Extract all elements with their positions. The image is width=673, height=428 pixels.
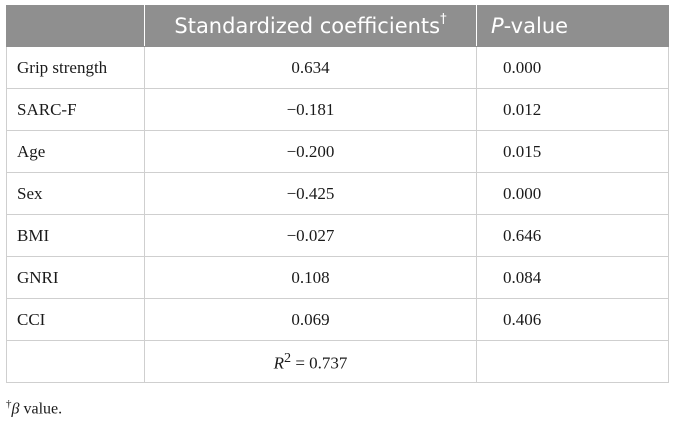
header-empty bbox=[6, 5, 145, 47]
table-row: Sex −0.425 0.000 bbox=[6, 172, 669, 215]
r2-empty-cell bbox=[6, 340, 145, 383]
row-p: 0.406 bbox=[476, 298, 669, 341]
header-standardized-coefficients: Standardized coefficients† bbox=[144, 5, 477, 47]
header-p-italic: P bbox=[491, 14, 504, 38]
r2-exponent: 2 bbox=[283, 349, 292, 366]
row-coef: −0.181 bbox=[144, 88, 477, 131]
row-label: BMI bbox=[6, 214, 145, 257]
row-coef: −0.027 bbox=[144, 214, 477, 257]
header-p-rest: -value bbox=[503, 14, 569, 38]
row-p: 0.000 bbox=[476, 172, 669, 215]
dagger-mark: † bbox=[440, 12, 447, 27]
row-p: 0.012 bbox=[476, 88, 669, 131]
footnote-beta: β bbox=[11, 400, 20, 418]
table-row: SARC-F −0.181 0.012 bbox=[6, 88, 669, 131]
table-row: Age −0.200 0.015 bbox=[6, 130, 669, 173]
footnote-text: value. bbox=[19, 400, 63, 418]
row-p: 0.015 bbox=[476, 130, 669, 173]
header-row: Standardized coefficients† P-value bbox=[6, 5, 669, 47]
table-row: CCI 0.069 0.406 bbox=[6, 298, 669, 341]
row-label: CCI bbox=[6, 298, 145, 341]
row-p: 0.000 bbox=[476, 46, 669, 89]
r-squared-cell: R2 = 0.737 bbox=[144, 340, 477, 383]
row-label: Sex bbox=[6, 172, 145, 215]
row-coef: −0.200 bbox=[144, 130, 477, 173]
row-p: 0.084 bbox=[476, 256, 669, 299]
footnote: †β value. bbox=[6, 398, 62, 418]
row-coef: −0.425 bbox=[144, 172, 477, 215]
coefficients-table: Standardized coefficients† P-value Grip … bbox=[6, 5, 669, 383]
row-label: Grip strength bbox=[6, 46, 145, 89]
r-squared-row: R2 = 0.737 bbox=[6, 340, 669, 383]
footnote-dagger: † bbox=[6, 398, 12, 410]
r2-value: = 0.737 bbox=[291, 353, 348, 373]
row-coef: 0.069 bbox=[144, 298, 477, 341]
row-label: Age bbox=[6, 130, 145, 173]
row-label: SARC-F bbox=[6, 88, 145, 131]
row-coef: 0.634 bbox=[144, 46, 477, 89]
r2-empty-p-cell bbox=[476, 340, 669, 383]
row-p: 0.646 bbox=[476, 214, 669, 257]
header-coef-label: Standardized coefficients bbox=[174, 14, 441, 38]
r2-symbol: R bbox=[273, 353, 284, 373]
header-p-value: P-value bbox=[476, 5, 669, 47]
row-label: GNRI bbox=[6, 256, 145, 299]
table-row: BMI −0.027 0.646 bbox=[6, 214, 669, 257]
table-row: GNRI 0.108 0.084 bbox=[6, 256, 669, 299]
table-row: Grip strength 0.634 0.000 bbox=[6, 46, 669, 89]
row-coef: 0.108 bbox=[144, 256, 477, 299]
